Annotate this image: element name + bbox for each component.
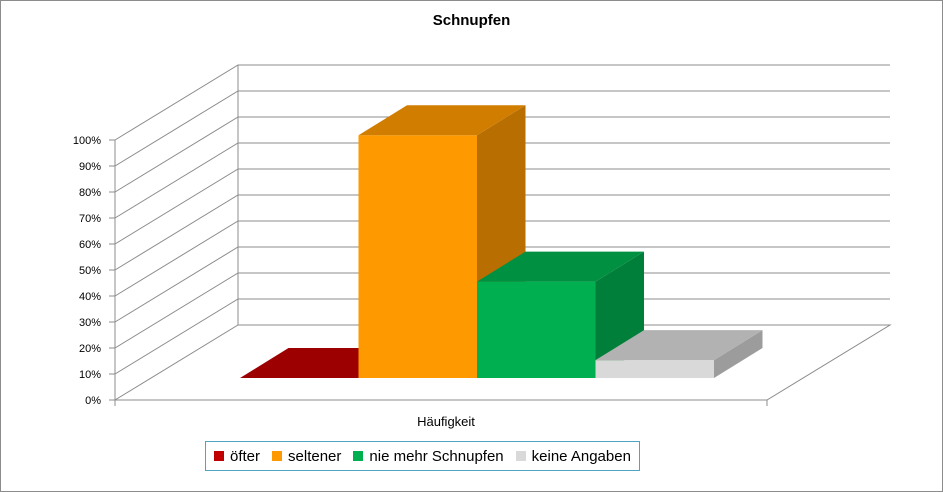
y-tick-label: 100% (73, 135, 101, 147)
chart-axes (109, 65, 768, 406)
legend-item: nie mehr Schnupfen (353, 447, 504, 465)
y-tick-label: 10% (79, 369, 101, 381)
y-tick-label: 60% (79, 239, 101, 251)
bar-front (358, 135, 477, 378)
bar-front (595, 360, 714, 378)
y-tick-label: 80% (79, 187, 101, 199)
legend-item: keine Angaben (515, 447, 631, 465)
legend-swatch (214, 451, 224, 461)
bar-top (595, 330, 763, 361)
legend-item: öfter (214, 448, 260, 465)
chart-floor (113, 324, 892, 401)
y-tick-label: 70% (79, 213, 101, 225)
legend-label: seltener (288, 447, 342, 465)
legend: öfter seltener nie mehr Schnupfen keine Ang… (205, 441, 640, 471)
y-tick-label: 40% (79, 291, 101, 303)
y-tick-label: 30% (79, 317, 101, 329)
chart-title: Schnupfen (432, 12, 511, 29)
y-tick-label: 20% (79, 343, 101, 355)
y-tick-label: 90% (79, 161, 101, 173)
y-tick-label: 0% (85, 395, 101, 407)
legend-label: keine Angaben (531, 447, 631, 465)
legend-swatch (353, 451, 364, 461)
legend-swatch (515, 451, 526, 461)
bar-top (358, 105, 526, 136)
bar-keine-angaben (595, 330, 763, 378)
y-tick-labels: 0% 10% 20% 30% 40% 50% 60% 70% 80% 90% 100% (73, 135, 101, 407)
legend-label: nie mehr Schnupfen (369, 447, 504, 465)
legend-item: seltener (272, 448, 341, 465)
bar-nie-mehr-schnupfen (477, 251, 644, 378)
legend-swatch (272, 451, 283, 461)
chart-walls (113, 324, 892, 401)
legend-label: öfter (230, 447, 261, 465)
bar-front (477, 281, 596, 378)
x-category-label: Häufigkeit (417, 414, 475, 429)
chart-bars (240, 105, 763, 379)
bar-top (477, 251, 644, 282)
bar-side (714, 330, 763, 378)
y-tick-label: 50% (79, 265, 101, 277)
